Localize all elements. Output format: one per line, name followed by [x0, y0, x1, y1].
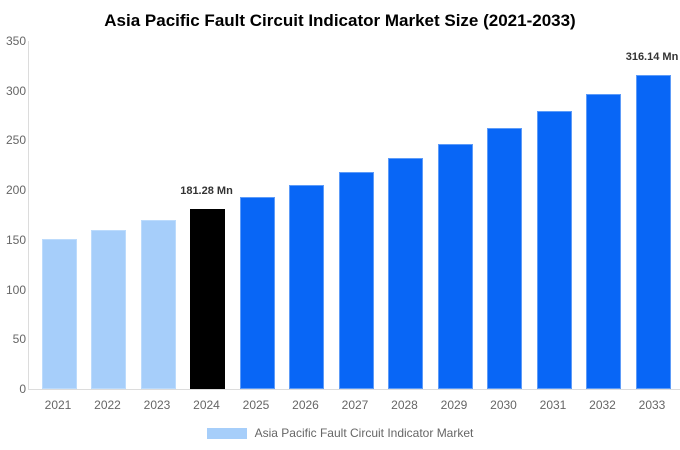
data-label-2033: 316.14 Mn: [625, 50, 679, 63]
y-tick-label: 200: [5, 183, 26, 198]
x-tick-label: 2028: [391, 398, 418, 412]
bar-2033[interactable]: [635, 74, 671, 389]
bar-2022[interactable]: [91, 229, 126, 389]
x-tick-label: 2021: [44, 398, 72, 412]
x-tick-label: 2029: [440, 398, 468, 412]
data-label-2024: 181.28 Mn: [180, 184, 233, 197]
bar-2028[interactable]: [388, 158, 423, 389]
x-tick-label: 2026: [292, 398, 319, 412]
bar-2026[interactable]: [289, 185, 324, 389]
bar-2023[interactable]: [140, 219, 176, 389]
y-tick-label: 350: [5, 34, 26, 48]
x-tick-label: 2022: [94, 398, 121, 412]
y-tick-label: 100: [5, 282, 26, 297]
bar-2029[interactable]: [437, 143, 473, 389]
y-tick-label: 0: [19, 382, 26, 396]
x-tick-label: 2023: [143, 398, 171, 412]
x-tick-label: 2030: [490, 398, 517, 412]
plot-area: [28, 41, 680, 390]
bar-2032[interactable]: [586, 93, 621, 389]
x-tick-label: 2033: [638, 398, 666, 412]
y-tick-label: 50: [12, 332, 26, 347]
bar-2024[interactable]: [190, 208, 225, 389]
x-tick-label: 2025: [242, 398, 270, 412]
x-tick-label: 2027: [341, 398, 369, 412]
x-tick-label: 2032: [589, 398, 616, 412]
y-tick-label: 300: [5, 83, 26, 98]
legend[interactable]: Asia Pacific Fault Circuit Indicator Mar…: [0, 426, 680, 440]
bar-2030[interactable]: [487, 127, 522, 389]
x-tick-label: 2031: [539, 398, 567, 412]
y-tick-label: 150: [5, 232, 26, 247]
bar-2031[interactable]: [536, 111, 572, 389]
y-tick-label: 250: [5, 133, 26, 148]
legend-swatch-icon: [206, 427, 247, 439]
chart-title: Asia Pacific Fault Circuit Indicator Mar…: [104, 11, 576, 30]
x-tick-label: 2024: [193, 398, 220, 412]
bar-2027[interactable]: [338, 172, 374, 389]
legend-label: Asia Pacific Fault Circuit Indicator Mar…: [254, 426, 474, 440]
bar-2021[interactable]: [41, 239, 77, 389]
bar-2025[interactable]: [239, 197, 275, 389]
